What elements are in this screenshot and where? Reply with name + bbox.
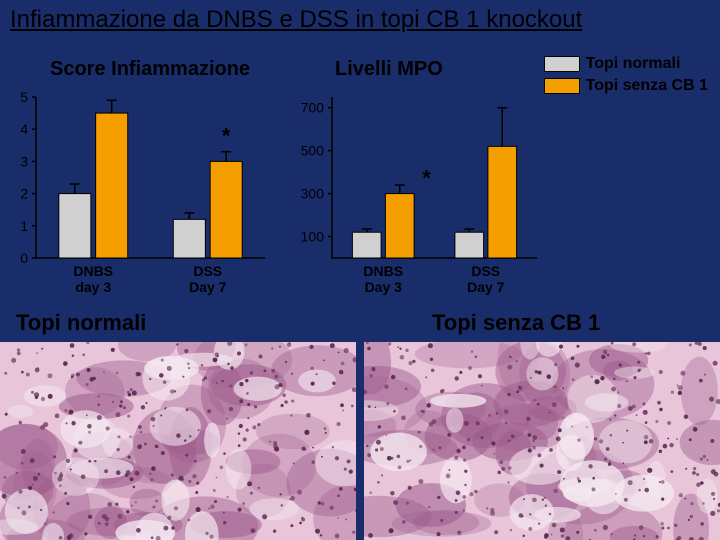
histology-left-label: Topi normali [16, 310, 146, 336]
svg-text:100: 100 [301, 229, 325, 245]
svg-text:500: 500 [301, 143, 325, 159]
legend-label-normal: Topi normali [586, 55, 681, 73]
svg-text:DNBS: DNBS [363, 263, 403, 279]
svg-text:DSS: DSS [193, 263, 222, 279]
svg-text:4: 4 [20, 121, 28, 137]
legend-item-normal: Topi normali [544, 55, 708, 73]
svg-text:0: 0 [20, 250, 28, 266]
svg-text:*: * [107, 85, 116, 97]
chart-livelli-mpo: 100 300 500 700 DNBSDay 3 DSSDay 7 * [290, 85, 545, 300]
svg-text:3: 3 [20, 153, 28, 169]
svg-text:Day 3: Day 3 [365, 279, 403, 295]
legend-swatch-ko [544, 78, 580, 94]
legend-swatch-normal [544, 56, 580, 72]
svg-text:300: 300 [301, 186, 325, 202]
chart-right-title: Livelli MPO [335, 58, 443, 81]
svg-text:Day 7: Day 7 [189, 279, 227, 295]
svg-text:*: * [422, 166, 431, 191]
histology-image-ko [364, 342, 720, 540]
svg-text:1: 1 [20, 218, 28, 234]
svg-text:DSS: DSS [471, 263, 500, 279]
chart-left-title: Score Infiammazione [50, 58, 250, 81]
chart-score-infiammazione: 0 1 2 3 4 5 DNBSday 3 DSSDay 7 * * [8, 85, 273, 300]
page-title: Infiammazione da DNBS e DSS in topi CB 1… [10, 6, 582, 34]
histology-image-normal [0, 342, 356, 540]
svg-text:2: 2 [20, 186, 28, 202]
histology-right-label: Topi senza CB 1 [432, 310, 600, 336]
legend-item-ko: Topi senza CB 1 [544, 77, 708, 95]
svg-text:day 3: day 3 [75, 279, 111, 295]
svg-text:700: 700 [301, 100, 325, 116]
svg-text:*: * [222, 124, 231, 149]
svg-text:DNBS: DNBS [73, 263, 113, 279]
svg-text:Day 7: Day 7 [467, 279, 505, 295]
legend: Topi normali Topi senza CB 1 [544, 55, 708, 99]
legend-label-ko: Topi senza CB 1 [586, 77, 708, 95]
svg-text:5: 5 [20, 89, 28, 105]
